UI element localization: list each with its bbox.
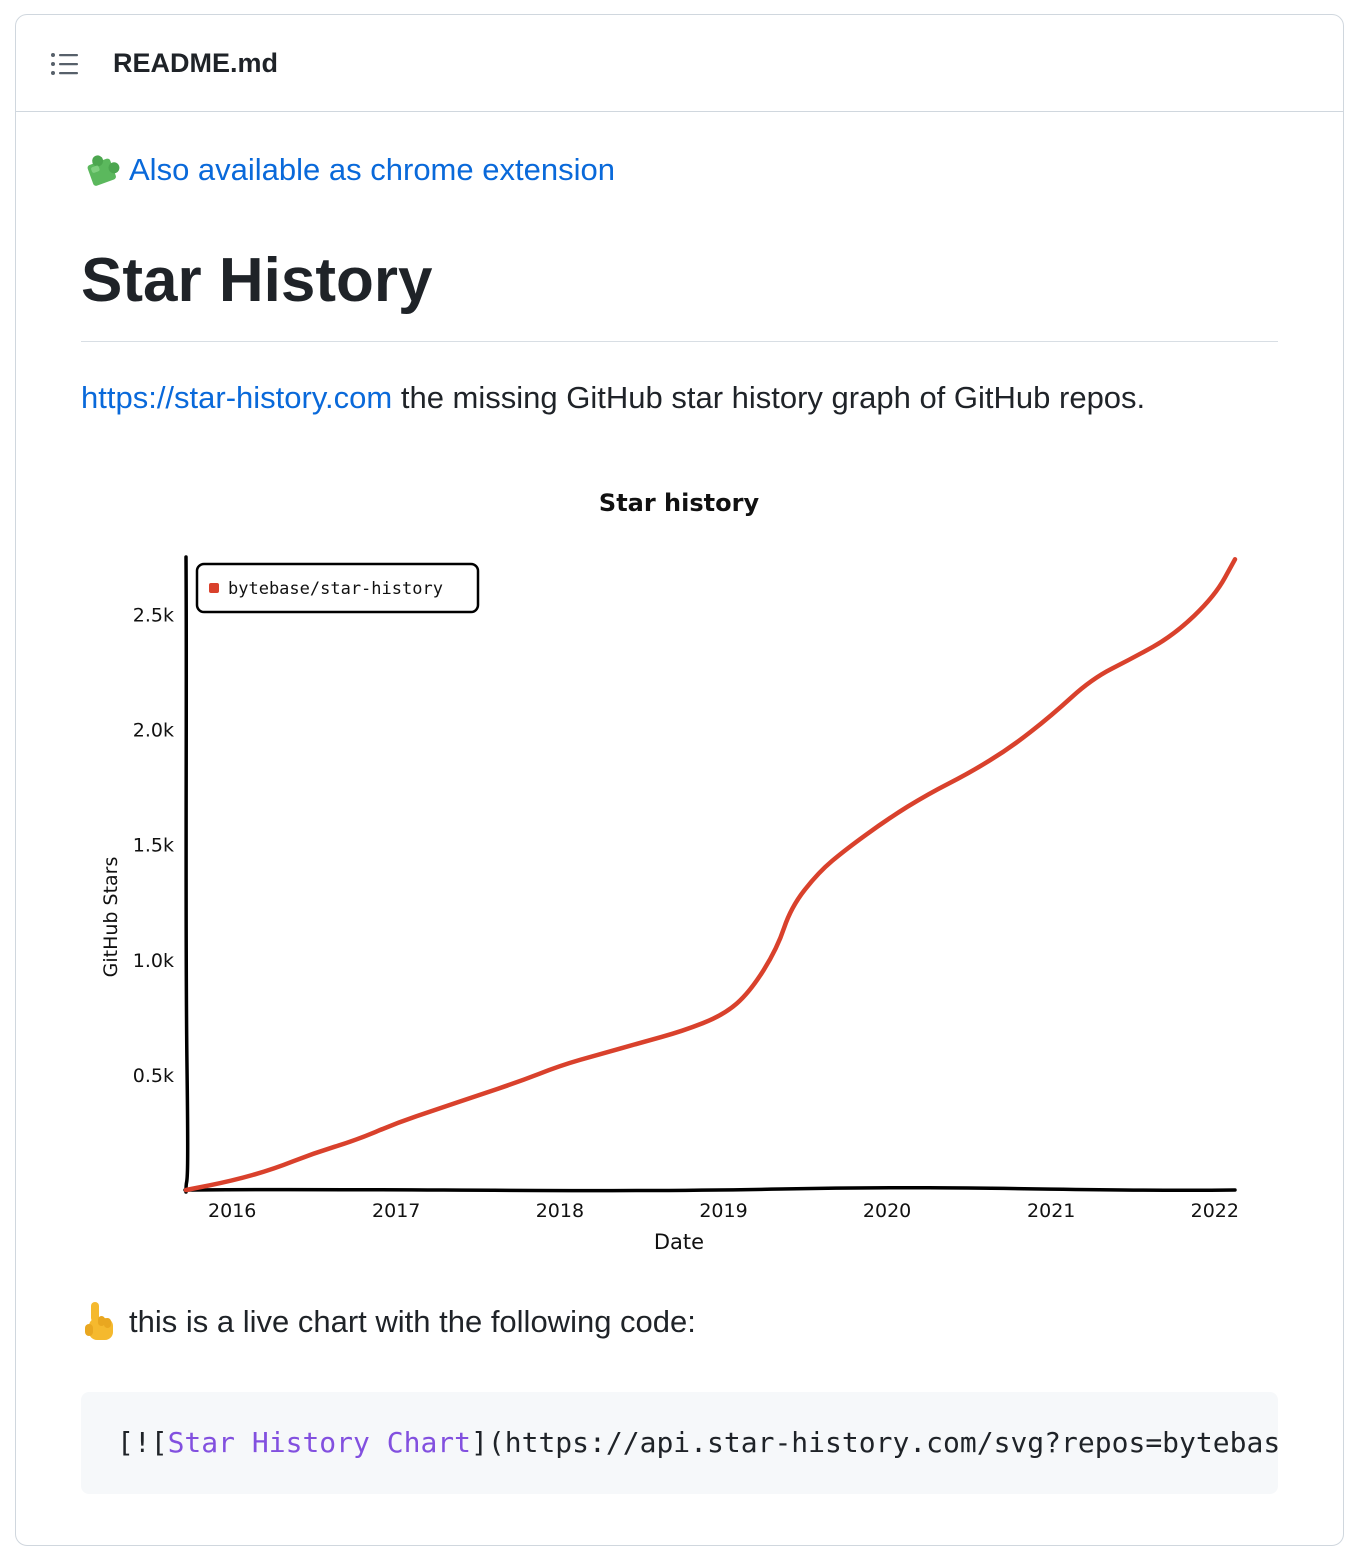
chrome-extension-link[interactable]: Also available as chrome extension (129, 152, 615, 187)
intro-text: the missing GitHub star history graph of… (392, 380, 1146, 415)
y-axis-label: GitHub Stars (100, 857, 122, 978)
page-title: Star History (81, 246, 433, 315)
series-line-bytebase-star-history (183, 557, 1238, 1193)
x-tick-label-2022: 2022 (1191, 1200, 1239, 1222)
chart-title: Star history (599, 489, 760, 517)
readme-file-name: README.md (113, 48, 279, 78)
code-block[interactable]: [![Star History Chart](https://api.star-… (81, 1392, 1278, 1494)
y-tick-label-2.5k: 2.5k (133, 605, 174, 627)
x-axis-label: Date (654, 1230, 704, 1254)
live-chart-text: this is a live chart with the following … (129, 1304, 696, 1339)
list-unordered-icon[interactable] (50, 52, 78, 76)
y-tick-label-2.0k: 2.0k (133, 720, 174, 742)
y-tick-label-1.0k: 1.0k (133, 950, 174, 972)
legend-label: bytebase/star-history (228, 579, 443, 599)
y-tick-label-1.5k: 1.5k (133, 835, 174, 857)
code-prefix: [![ (117, 1426, 168, 1459)
readme-container: README.md Also available as chrome exten… (15, 14, 1344, 1546)
puzzle-piece-icon (87, 155, 120, 186)
legend-swatch (209, 583, 219, 593)
star-history-link[interactable]: https://star-history.com (81, 380, 393, 415)
y-axis (184, 555, 190, 1194)
x-tick-label-2017: 2017 (372, 1200, 420, 1222)
x-axis (183, 1185, 1237, 1193)
code-suffix: ](https://api.star-history.com/svg?repos… (471, 1426, 1278, 1459)
code-alt-text: Star History Chart (167, 1426, 472, 1459)
x-tick-label-2018: 2018 (536, 1200, 584, 1222)
x-tick-label-2020: 2020 (863, 1200, 911, 1222)
x-tick-label-2021: 2021 (1027, 1200, 1075, 1222)
live-chart-line: this is a live chart with the following … (81, 1300, 696, 1344)
extension-line: Also available as chrome extension (81, 150, 615, 190)
x-tick-label-2016: 2016 (208, 1200, 256, 1222)
intro-paragraph: https://star-history.com the missing Git… (81, 380, 1145, 416)
readme-header: README.md (16, 15, 1343, 112)
star-history-chart: Star history 2016 2017 2018 2019 2020 2021 202… (100, 489, 1239, 1254)
chart-legend: bytebase/star-history (195, 562, 480, 614)
y-tick-label-0.5k: 0.5k (133, 1065, 174, 1087)
code-snippet: [![Star History Chart](https://api.star-… (81, 1392, 1278, 1494)
pointing-up-hand-icon (85, 1302, 113, 1340)
title-divider (81, 341, 1278, 342)
x-tick-label-2019: 2019 (699, 1200, 747, 1222)
